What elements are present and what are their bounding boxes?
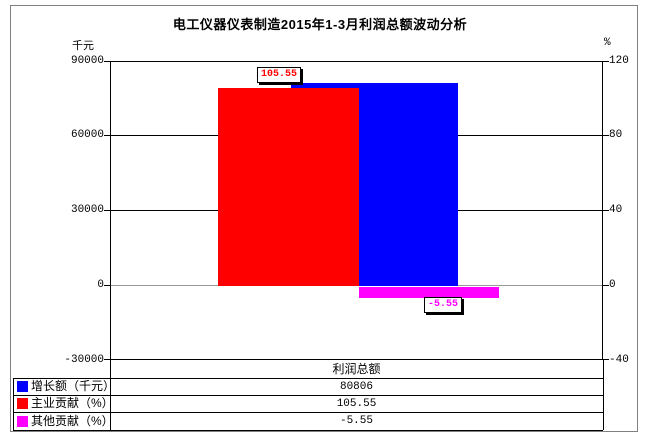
table-value-growth: 80806 [339, 381, 373, 393]
data-label-other-contribution: -5.55 [424, 297, 463, 313]
right-tick-0: 0 [609, 279, 616, 291]
table-line [603, 360, 604, 430]
plot-area: 105.55 -5.55 [110, 61, 603, 360]
right-tickmark [603, 285, 609, 286]
left-tickmark [104, 135, 110, 136]
legend-row-main: 主业贡献（%） [13, 395, 114, 412]
left-tickmark [104, 61, 110, 62]
left-tick-neg30000: -30000 [64, 354, 104, 366]
main-color-swatch [17, 398, 28, 409]
right-axis-unit: % [604, 37, 611, 49]
legend-row-other: 其他贡献（%） [13, 413, 114, 430]
legend-label: 其他贡献（%） [31, 414, 114, 428]
data-label-main-contribution: 105.55 [257, 67, 302, 83]
table-line [13, 378, 603, 379]
table-line [13, 430, 603, 431]
legend-label: 增长额（千元） [31, 379, 116, 393]
left-axis-unit: 千元 [72, 40, 94, 52]
table-value-other: -5.55 [339, 415, 373, 427]
chart-title: 电工仪器仪表制造2015年1-3月利润总额波动分析 [172, 17, 468, 32]
table-line [13, 412, 603, 413]
left-tickmark [104, 359, 110, 360]
table-line [13, 395, 603, 396]
right-tick-80: 80 [609, 129, 623, 141]
table-value-main: 105.55 [336, 398, 377, 410]
right-tick-neg40: -40 [609, 354, 629, 366]
left-tick-60000: 60000 [70, 129, 104, 141]
right-tick-40: 40 [609, 204, 623, 216]
bar-main-contribution [218, 88, 359, 286]
left-tick-90000: 90000 [70, 55, 104, 67]
table-line [13, 378, 14, 430]
right-tickmark [603, 61, 609, 62]
other-color-swatch [17, 416, 28, 427]
outer-frame [10, 5, 638, 432]
category-label: 利润总额 [332, 362, 381, 376]
growth-color-swatch [17, 381, 28, 392]
left-tickmark [104, 210, 110, 211]
right-tickmark [603, 135, 609, 136]
right-tickmark [603, 359, 609, 360]
legend-row-growth: 增长额（千元） [13, 378, 115, 395]
left-tick-0: 0 [97, 279, 104, 291]
legend-label: 主业贡献（%） [31, 396, 114, 410]
left-tickmark [104, 285, 110, 286]
table-line [110, 360, 111, 430]
bar-other-contribution [359, 287, 499, 298]
right-tick-120: 120 [609, 55, 629, 67]
right-tickmark [603, 210, 609, 211]
left-tick-30000: 30000 [70, 204, 104, 216]
